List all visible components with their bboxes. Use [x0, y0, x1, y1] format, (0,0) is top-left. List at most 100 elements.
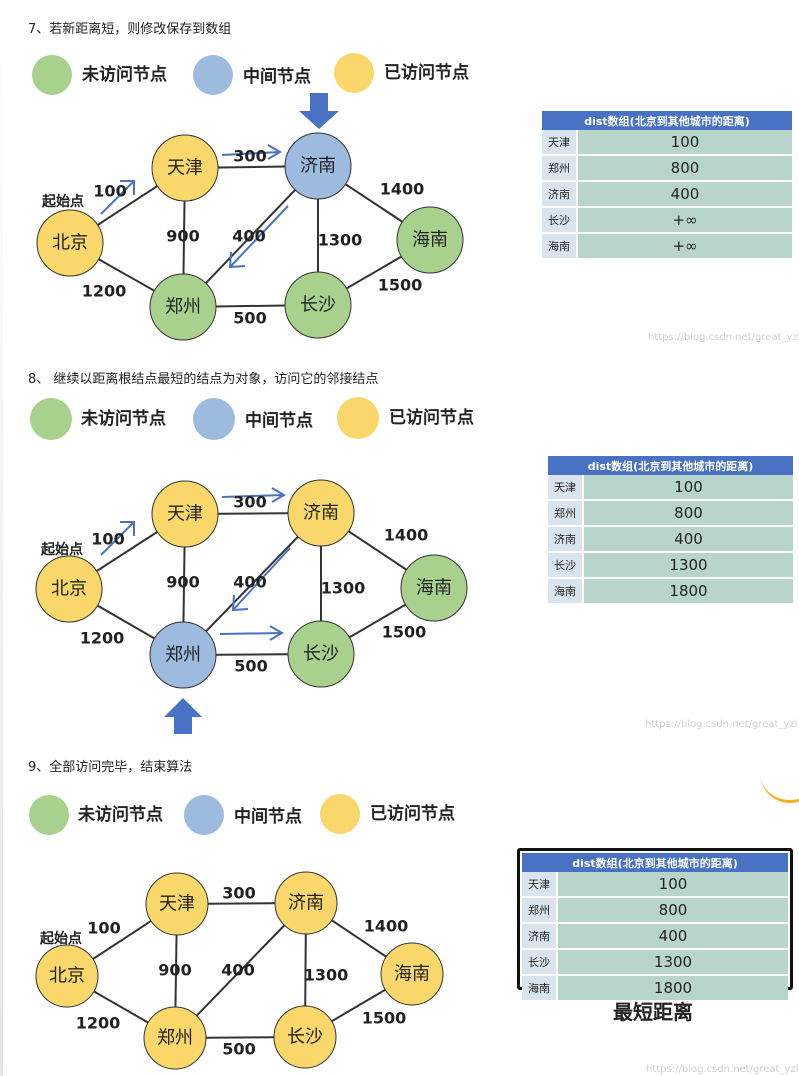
node-jinan: 济南 — [274, 871, 338, 935]
edge-label-tianjin-zhengzhou: 900 — [158, 961, 191, 980]
node-tianjin: 天津 — [151, 134, 219, 202]
step-8-diagram: 未访问节点 中间节点 已访问节点 100 1200 300 900 400 1 — [0, 392, 799, 742]
edge-label-jinan-hainan: 1400 — [384, 526, 429, 545]
svg-text:天津: 天津 — [167, 158, 203, 179]
flow-arrows — [100, 487, 291, 641]
svg-text:海南: 海南 — [412, 230, 448, 251]
table-row: 长沙 1300 — [548, 552, 793, 579]
watermark: https://blog.csdn.net/great_yzl — [645, 719, 798, 730]
legend-middle-swatch — [193, 55, 233, 95]
step-7-diagram: 未访问节点 中间节点 已访问节点 100 1200 300 900 4 — [0, 40, 799, 350]
page-left-edge — [0, 0, 3, 1076]
arrow-beijing-tianjin — [100, 180, 135, 215]
table-row: 海南 +∞ — [542, 233, 792, 260]
legend-middle-label: 中间节点 — [245, 410, 313, 431]
legend-unvisited-swatch — [30, 398, 72, 440]
node-hainan: 海南 — [400, 554, 468, 622]
legend-unvisited-label: 未访问节点 — [81, 64, 167, 85]
node-changsha: 长沙 — [287, 620, 355, 688]
legend-unvisited-swatch — [32, 55, 72, 95]
node-hainan: 海南 — [380, 942, 444, 1006]
step-7-graph: 未访问节点 中间节点 已访问节点 100 1200 300 900 4 — [32, 53, 469, 341]
edge-label-changsha-hainan: 1500 — [378, 276, 423, 295]
flow-arrows — [100, 144, 289, 269]
edge-label-zhengzhou-changsha: 500 — [234, 657, 267, 676]
start-node-label: 起始点 — [41, 193, 84, 210]
svg-text:海南: 海南 — [416, 578, 452, 599]
edge-label-beijing-tianjin: 100 — [93, 182, 126, 201]
edge-label-tianjin-jinan: 300 — [233, 147, 266, 166]
step-9-diagram: 未访问节点 中间节点 已访问节点 100 1200 300 900 400 13… — [0, 780, 799, 1076]
node-zhengzhou: 郑州 — [149, 621, 217, 689]
legend-unvisited-label: 未访问节点 — [80, 408, 166, 429]
final-table-frame: dist数组(北京到其他城市的距离) 天津 100 郑州 800 济南 400 长沙 1… — [517, 848, 793, 1002]
legend-middle-swatch — [193, 398, 235, 440]
legend-unvisited-label: 未访问节点 — [77, 804, 163, 825]
table-row: 海南 1800 — [522, 975, 788, 1002]
edge-label-tianjin-jinan: 300 — [222, 884, 255, 903]
step-9-title: 9、全部访问完毕，结束算法 — [28, 760, 193, 775]
node-hainan: 海南 — [396, 206, 464, 274]
node-jinan: 济南 — [284, 132, 352, 200]
table-row: 长沙 +∞ — [542, 207, 792, 234]
svg-text:济南: 济南 — [300, 156, 336, 177]
node-beijing: 北京 — [35, 944, 99, 1008]
current-node-pointer-icon — [299, 93, 339, 129]
legend-unvisited-swatch — [29, 795, 69, 835]
node-beijing: 北京 — [36, 209, 104, 277]
legend-visited-label: 已访问节点 — [370, 803, 455, 824]
svg-text:济南: 济南 — [288, 893, 324, 914]
edge-label-jinan-changsha: 1300 — [304, 966, 349, 985]
svg-text:海南: 海南 — [394, 964, 430, 985]
edge-label-tianjin-jinan: 300 — [233, 493, 266, 512]
svg-text:郑州: 郑州 — [157, 1028, 193, 1049]
watermark: https://blog.csdn.net/great_yzl — [646, 1064, 799, 1075]
step-7-title: 7、若新距离短，则修改保存到数组 — [28, 22, 232, 37]
edge-label-beijing-tianjin: 100 — [91, 530, 124, 549]
legend-middle-label: 中间节点 — [234, 806, 302, 827]
table-row: 长沙 1300 — [522, 949, 788, 976]
legend-middle-label: 中间节点 — [243, 66, 311, 87]
node-beijing: 北京 — [35, 555, 103, 623]
svg-text:长沙: 长沙 — [300, 295, 336, 316]
node-jinan: 济南 — [287, 479, 355, 547]
svg-text:北京: 北京 — [51, 579, 87, 600]
dist-table: dist数组(北京到其他城市的距离) 天津 100 郑州 800 济南 400 长沙 +… — [542, 111, 792, 260]
svg-text:北京: 北京 — [52, 233, 88, 254]
edge-label-tianjin-zhengzhou: 900 — [166, 573, 199, 592]
dist-table-header: dist数组(北京到其他城市的距离) — [548, 456, 793, 475]
table-row: 天津 100 — [548, 475, 793, 501]
table-row: 济南 400 — [548, 526, 793, 553]
edge-label-changsha-hainan: 1500 — [382, 623, 427, 642]
edge-label-zhengzhou-changsha: 500 — [222, 1040, 255, 1059]
svg-text:长沙: 长沙 — [303, 644, 339, 665]
dist-table: dist数组(北京到其他城市的距离) 天津 100 郑州 800 济南 400 长沙 1… — [522, 853, 788, 1002]
watermark: https://blog.csdn.net/great_yzl — [648, 332, 799, 343]
edge-label-beijing-tianjin: 100 — [87, 919, 120, 938]
legend-visited-swatch — [337, 397, 379, 439]
edge-label-jinan-hainan: 1400 — [380, 180, 425, 199]
edge-label-jinan-changsha: 1300 — [318, 231, 363, 250]
table-row: 济南 400 — [522, 923, 788, 950]
svg-text:天津: 天津 — [167, 504, 203, 525]
table-row: 郑州 800 — [542, 155, 792, 182]
node-tianjin: 天津 — [151, 480, 219, 548]
node-changsha: 长沙 — [284, 271, 352, 339]
edge-label-zhengzhou-changsha: 500 — [233, 309, 266, 328]
current-node-pointer-icon — [164, 698, 202, 734]
node-tianjin: 天津 — [145, 872, 209, 936]
edge-label-beijing-zhengzhou: 1200 — [82, 282, 127, 301]
table-row: 济南 400 — [542, 181, 792, 208]
arrow-jinan-zhengzhou — [231, 547, 291, 612]
step-9-graph: 未访问节点 中间节点 已访问节点 100 1200 300 900 400 13… — [29, 794, 455, 1070]
edge-label-jinan-zhengzhou: 400 — [232, 227, 265, 246]
svg-text:长沙: 长沙 — [287, 1027, 323, 1048]
edge-label-beijing-zhengzhou: 1200 — [76, 1014, 121, 1033]
edge-label-jinan-hainan: 1400 — [364, 917, 409, 936]
legend-visited-swatch — [334, 53, 374, 93]
table-row: 天津 100 — [542, 130, 792, 156]
dist-table-header: dist数组(北京到其他城市的距离) — [522, 853, 788, 872]
dist-table: dist数组(北京到其他城市的距离) 天津 100 郑州 800 济南 400 长沙 1… — [548, 456, 793, 605]
arrow-tianjin-jinan — [221, 144, 282, 160]
legend-middle-swatch — [184, 795, 224, 835]
